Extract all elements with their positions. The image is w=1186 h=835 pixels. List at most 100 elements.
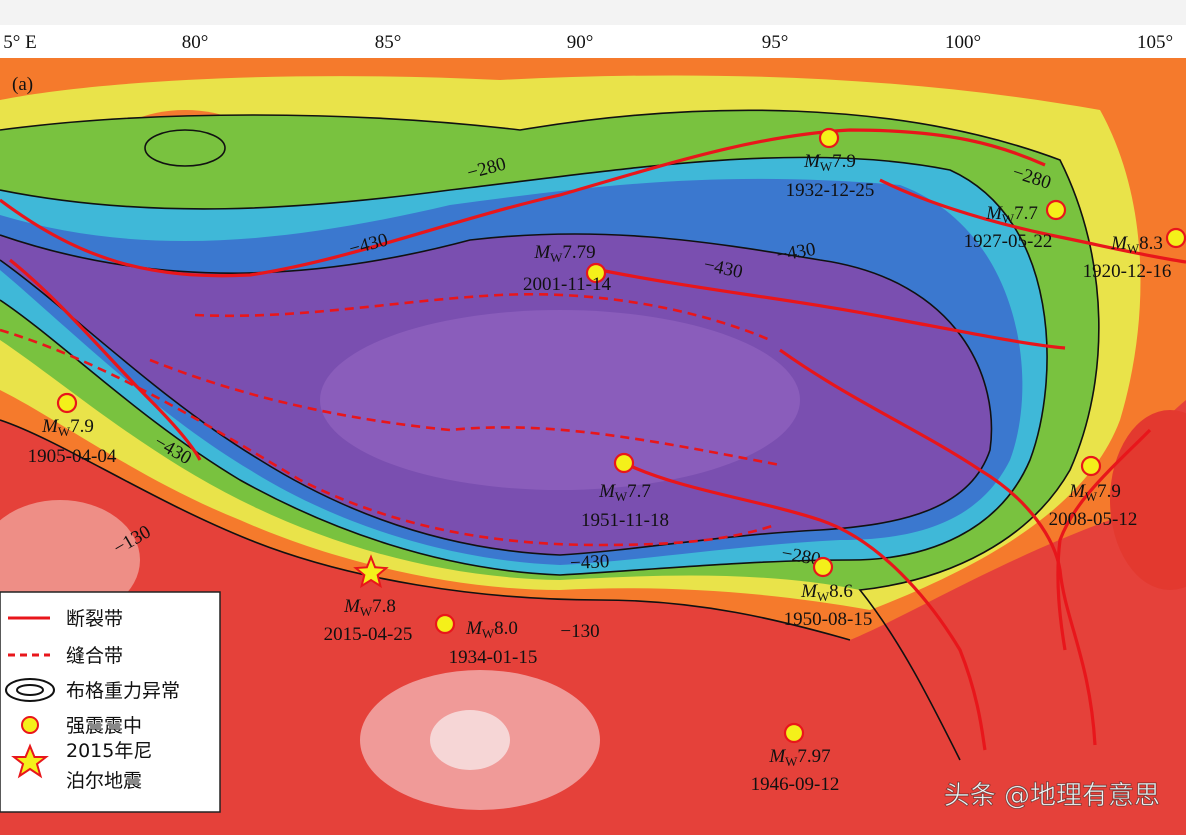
magnitude-symbol: M (343, 596, 361, 617)
date-label: 1950-08-15 (784, 609, 873, 630)
date-label: 1920-12-16 (1083, 261, 1172, 282)
fault (1056, 428, 1152, 651)
magnitude-symbol: M (768, 746, 786, 767)
magnitude-symbol: M (465, 618, 483, 639)
layer-purple-light (320, 310, 800, 490)
contour (0, 109, 1100, 761)
epicenter (1045, 199, 1067, 221)
magnitude-value: 8.6 (829, 581, 853, 602)
annotations: (a)−280 −280−280−430−430−430−430−430−130−… (12, 74, 1186, 795)
magnitude-symbol: M (1068, 481, 1086, 502)
layer-light (430, 710, 510, 770)
fault (623, 461, 987, 751)
faults (0, 128, 1186, 751)
contour (0, 233, 993, 556)
date-label: 2001-11-14 (523, 274, 611, 295)
magnitude-value: 7.7 (627, 481, 651, 502)
contour-label: −430 (570, 551, 610, 574)
longitude-label: 5° E (3, 32, 36, 53)
watermark: 头条 @地理有意思 (944, 781, 1160, 811)
magnitude-subscript: W (360, 604, 373, 619)
layer-red (1110, 410, 1186, 590)
magnitude-symbol: M (1110, 233, 1128, 254)
fault (0, 128, 1046, 278)
legend-label: 2015年尼 (66, 740, 152, 762)
legend-quake-symbol (21, 716, 39, 734)
date-label: 1905-04-04 (28, 446, 117, 467)
date-label: 2015-04-25 (324, 624, 413, 645)
legend-box (0, 591, 221, 813)
magnitude-value: 7.9 (1097, 481, 1121, 502)
longitude-axis: 5° E 80° 85° 90° 95° 100° 105° (3, 32, 1173, 53)
suture (149, 358, 781, 467)
suture (194, 292, 771, 342)
magnitude-subscript: W (58, 424, 71, 439)
fault (779, 348, 1097, 746)
fault (9, 258, 202, 461)
legend-label: 泊尔地震 (66, 770, 142, 792)
magnitude-label: MW7.7 (598, 481, 651, 504)
date-label: 2008-05-12 (1049, 509, 1138, 530)
epicenter (434, 613, 456, 635)
contour-label: −130 (560, 621, 599, 642)
epicenter (56, 392, 78, 414)
magnitude-label: MW7.8 (343, 596, 396, 619)
star-epicenter (353, 554, 389, 589)
longitude-label: 100° (945, 32, 981, 53)
magnitude-label: MW8.6 (800, 581, 853, 604)
fault (879, 178, 1186, 264)
epicenter (1165, 227, 1186, 249)
magnitude-subscript: W (615, 489, 628, 504)
magnitude-symbol: M (985, 203, 1003, 224)
legend-label: 断裂带 (66, 608, 123, 630)
date-label: 1946-09-12 (751, 774, 840, 795)
magnitude-label: MW7.9 (1068, 481, 1121, 504)
legend-label: 强震震中 (66, 715, 142, 737)
magnitude-subscript: W (1085, 489, 1098, 504)
contour (144, 129, 226, 167)
magnitude-value: 7.79 (562, 242, 595, 263)
magnitude-value: 7.97 (797, 746, 830, 767)
legend-contour-symbol (5, 678, 55, 702)
magnitude-label: MW7.9 (803, 151, 856, 174)
contour (0, 156, 1048, 576)
contour (0, 419, 851, 641)
magnitude-subscript: W (550, 250, 563, 265)
epicenter (783, 722, 805, 744)
magnitude-symbol: M (598, 481, 616, 502)
date-label: 1951-11-18 (581, 510, 669, 531)
date-label: 1932-12-25 (786, 180, 875, 201)
magnitude-subscript: W (1127, 241, 1140, 256)
sutures (0, 292, 781, 547)
epicenter (613, 452, 635, 474)
layer-pink (0, 500, 140, 620)
magnitude-subscript: W (785, 754, 798, 769)
magnitude-label: MW7.79 (533, 242, 595, 265)
contours (0, 109, 1100, 761)
epicenter (812, 556, 834, 578)
magnitude-label: MW8.0 (465, 618, 518, 641)
epicenter (585, 262, 607, 284)
epicenter (1080, 455, 1102, 477)
magnitude-value: 7.9 (832, 151, 856, 172)
magnitude-value: 7.7 (1014, 203, 1038, 224)
magnitude-label: MW7.7 (985, 203, 1038, 226)
magnitude-subscript: W (1002, 211, 1015, 226)
magnitude-symbol: M (803, 151, 821, 172)
date-label: 1934-01-15 (449, 647, 538, 668)
legend-contour-symbol (16, 684, 44, 696)
epicenter (818, 127, 840, 149)
date-label: 1927-05-22 (964, 231, 1053, 252)
suture (0, 328, 776, 547)
legend-star-symbol (11, 743, 49, 779)
legend-label: 缝合带 (66, 645, 123, 667)
magnitude-value: 7.8 (372, 596, 396, 617)
panel-label: (a) (12, 74, 33, 95)
longitude-label: 90° (567, 32, 594, 53)
fault (599, 268, 1066, 350)
magnitude-symbol: M (800, 581, 818, 602)
magnitude-value: 8.3 (1139, 233, 1163, 254)
longitude-label: 80° (182, 32, 209, 53)
